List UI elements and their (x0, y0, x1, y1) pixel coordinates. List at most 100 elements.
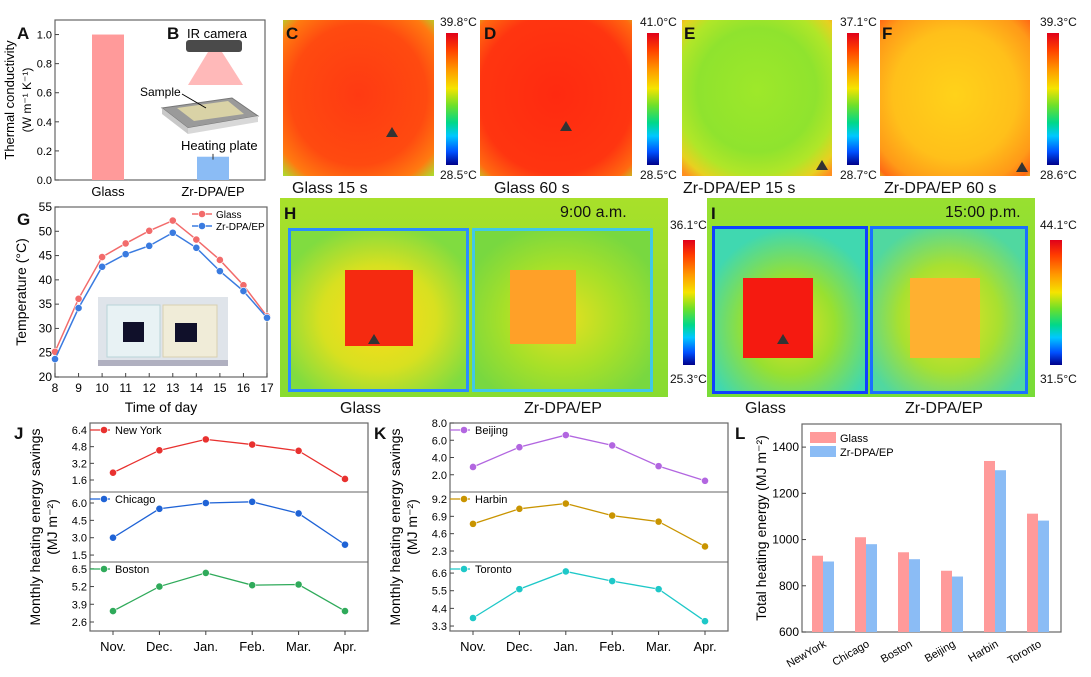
data-point (608, 577, 617, 585)
caption-h-zr: Zr-DPA/EP (524, 400, 602, 417)
y-axis-label: Temperature (°C) (13, 238, 29, 346)
bar (995, 470, 1006, 632)
y-tick-label: 9.2 (432, 494, 447, 506)
y-tick-label: 5.5 (432, 586, 447, 598)
data-point (155, 582, 164, 591)
zr-frame (472, 228, 653, 392)
x-tick-label: Zr-DPA/EP (181, 184, 244, 199)
legend-swatch (810, 446, 836, 457)
y-tick-label: 6.0 (72, 498, 87, 510)
y-tick-label: 3.2 (72, 458, 87, 470)
glass-absorber (743, 278, 813, 358)
plot-frame (89, 422, 369, 632)
colorbar-max-label: 41.0°C (640, 15, 677, 29)
data-point (515, 585, 524, 594)
thermal-image-f (880, 20, 1030, 176)
data-point (561, 431, 570, 439)
panel-label-f: F (882, 24, 893, 43)
x-tick-label: Boston (879, 638, 915, 666)
data-point (515, 504, 524, 513)
x-tick-label: 12 (143, 381, 157, 395)
panel-label-g: G (17, 210, 31, 229)
y-tick-label: 4.0 (432, 453, 447, 465)
data-point (654, 585, 663, 594)
data-point (341, 540, 349, 549)
series-line (112, 501, 346, 546)
x-tick-label: 8 (52, 381, 59, 395)
data-point (100, 565, 108, 573)
legend-label: Glass (840, 433, 869, 445)
x-tick-label: Feb. (239, 639, 265, 654)
colorbar-max-label: 37.1°C (840, 15, 877, 29)
data-point (263, 313, 271, 322)
data-point (460, 495, 468, 503)
sample-arrow (181, 93, 207, 109)
y-tick-label: 2.6 (72, 617, 87, 629)
plot-frame (54, 19, 266, 181)
colorbar-min-label: 28.5°C (640, 168, 677, 182)
caption-f: Zr-DPA/EP 60 s (884, 180, 997, 197)
thermal-image-d (480, 20, 632, 176)
data-point (168, 216, 177, 225)
x-tick-label: 11 (119, 381, 132, 395)
colorbar-min-label: 31.5°C (1040, 372, 1077, 386)
sample-icon (177, 101, 244, 121)
data-point (294, 446, 303, 455)
data-point (109, 607, 117, 615)
x-tick-label: 13 (166, 381, 180, 395)
data-point (460, 426, 468, 434)
ir-camera-label: IR camera (187, 26, 248, 41)
y-tick-label: 30 (39, 321, 53, 335)
data-point (248, 440, 257, 449)
series-line (54, 231, 268, 360)
series-line (472, 570, 706, 622)
x-tick-label: Mar. (286, 639, 311, 654)
data-point (248, 497, 257, 506)
legend-label: New York (115, 425, 162, 437)
panel-label-c: C (286, 24, 299, 43)
legend-label: Zr-DPA/EP (216, 222, 265, 233)
sample-label: Sample (140, 85, 181, 99)
bar (898, 552, 909, 632)
colorbar-e (847, 33, 859, 165)
y-tick-label: 4.4 (432, 603, 447, 615)
data-point (121, 239, 130, 248)
bar (941, 570, 952, 632)
data-point (155, 504, 164, 513)
x-axis-label: Time of day (125, 399, 198, 415)
y-tick-label: 20 (39, 370, 53, 384)
data-point (74, 304, 83, 312)
x-tick-label: Apr. (693, 639, 716, 654)
data-point (239, 287, 248, 295)
colorbar-min-label: 28.5°C (440, 168, 477, 182)
marker-icon (560, 121, 572, 131)
y-axis-label: Thermal conductivity (2, 40, 17, 160)
data-point (248, 581, 257, 590)
colorbar-c (446, 33, 458, 165)
data-point (294, 509, 303, 518)
y-axis-label: (MJ m⁻²) (404, 499, 420, 555)
data-point (201, 569, 210, 577)
y-tick-label: 40 (39, 273, 53, 287)
y-tick-label: 3.3 (432, 621, 447, 633)
marker-icon (816, 160, 828, 170)
data-point (198, 210, 206, 218)
y-axis-label: (W m⁻¹ K⁻¹) (20, 68, 34, 133)
y-tick-label: 25 (39, 346, 53, 360)
y-axis-label: Monthly heating energy savings (387, 429, 403, 626)
y-tick-label: 1.5 (72, 550, 87, 562)
y-tick-label: 3.9 (72, 599, 87, 611)
bar (909, 559, 920, 632)
bar (952, 576, 963, 632)
bar (1027, 513, 1038, 632)
thermal-image-e (682, 20, 832, 176)
caption-h-glass: Glass (340, 400, 381, 417)
data-point (341, 607, 349, 615)
y-tick-label: 1.0 (37, 30, 52, 42)
y-tick-label: 1400 (772, 440, 799, 454)
legend-swatch (810, 432, 836, 443)
colorbar-max-label: 39.3°C (1040, 15, 1077, 29)
series-line (54, 219, 268, 353)
y-tick-label: 55 (39, 200, 53, 214)
heating-plate-side (162, 108, 188, 134)
